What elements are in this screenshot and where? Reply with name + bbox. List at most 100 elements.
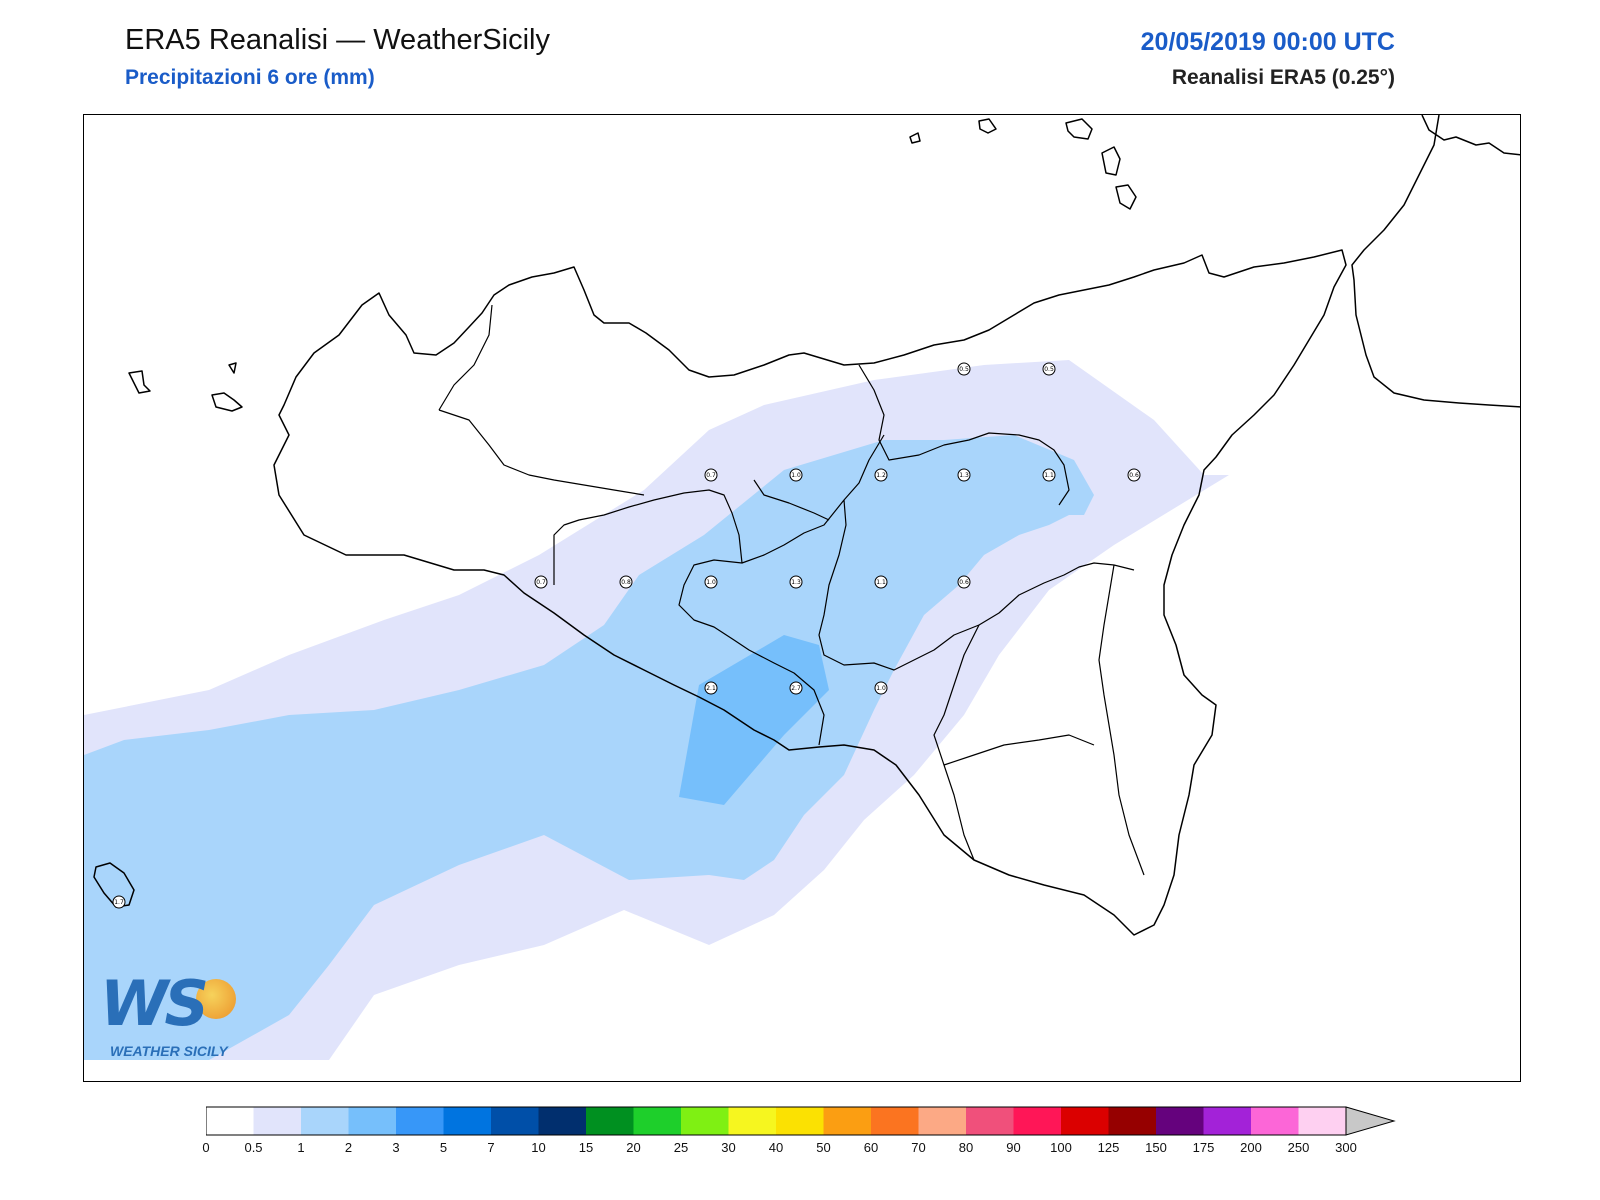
colorbar xyxy=(206,1106,1396,1136)
colorbar-swatch xyxy=(491,1107,539,1135)
valid-datetime: 20/05/2019 00:00 UTC xyxy=(1140,28,1395,56)
colorbar-tick-label: 10 xyxy=(531,1140,546,1155)
station-marker: 1.3 xyxy=(957,468,971,482)
colorbar-tick-label: 1 xyxy=(297,1140,305,1155)
station-circle xyxy=(789,681,803,695)
station-value: 1.1 xyxy=(876,579,886,586)
station-value: 1.1 xyxy=(1044,472,1054,479)
province-border-3 xyxy=(553,489,743,585)
colorbar-tick-label: 25 xyxy=(673,1140,689,1155)
station-marker: 1.1 xyxy=(1042,468,1056,482)
station-marker: 0.5 xyxy=(1042,362,1056,376)
precip-band-1-2 xyxy=(84,435,1094,1060)
colorbar-tick-label: 30 xyxy=(721,1140,736,1155)
station-circle xyxy=(874,575,888,589)
station-circle xyxy=(957,468,971,482)
colorbar-swatch xyxy=(823,1107,871,1135)
colorbar-tick-label: 200 xyxy=(1240,1140,1262,1155)
station-circle xyxy=(112,895,126,909)
province-border-9 xyxy=(438,304,493,411)
station-value: 1.7 xyxy=(114,899,124,906)
station-marker: 2.1 xyxy=(704,681,718,695)
island-west-3 xyxy=(228,362,237,374)
map-variable: Precipitazioni 6 ore (mm) xyxy=(125,66,375,89)
station-circle xyxy=(1127,468,1141,482)
province-border-5 xyxy=(933,624,980,861)
colorbar-tick-label: 100 xyxy=(1050,1140,1072,1155)
province-border-8 xyxy=(438,409,645,496)
station-marker: 1.7 xyxy=(112,895,126,909)
precipitation-map: 0.5 0.5 0.7 1.0 1.2 1.3 1.1 0.6 0.7 0.8 1.0 1.3 1.1 0… xyxy=(83,114,1521,1082)
colorbar-tick-label: 50 xyxy=(816,1140,831,1155)
station-value: 1.0 xyxy=(791,472,801,479)
colorbar-tick-label: 250 xyxy=(1287,1140,1310,1155)
station-value: 0.7 xyxy=(706,472,716,479)
coastline-layer xyxy=(93,115,1520,936)
station-circle xyxy=(957,575,971,589)
station-marker: 1.0 xyxy=(874,681,888,695)
station-value: 0.6 xyxy=(959,579,969,586)
calabria-coastline xyxy=(1421,115,1520,156)
colorbar-swatch xyxy=(348,1107,396,1135)
calabria-coastline-south xyxy=(1351,115,1520,408)
colorbar-tick-label: 175 xyxy=(1192,1140,1215,1155)
colorbar-tick-label: 20 xyxy=(626,1140,641,1155)
colorbar-swatch xyxy=(1013,1107,1061,1135)
station-marker: 0.5 xyxy=(957,362,971,376)
colorbar-frame xyxy=(206,1106,1347,1136)
colorbar-tick-label: 15 xyxy=(578,1140,594,1155)
station-marker: 0.8 xyxy=(619,575,633,589)
data-source: Reanalisi ERA5 (0.25°) xyxy=(1171,66,1395,89)
colorbar-tick-label: 90 xyxy=(1006,1140,1021,1155)
map-canvas: 0.5 0.5 0.7 1.0 1.2 1.3 1.1 0.6 0.7 0.8 1.0 1.3 1.1 0… xyxy=(84,115,1520,1060)
colorbar-tick-label: 80 xyxy=(958,1140,974,1155)
station-value: 1.3 xyxy=(791,579,801,586)
station-marker: 0.7 xyxy=(704,468,718,482)
colorbar-swatch xyxy=(871,1107,919,1135)
station-circle xyxy=(957,362,971,376)
precip-fill-layer xyxy=(84,360,1229,1060)
province-border-1 xyxy=(858,364,1070,506)
station-marker: 1.0 xyxy=(789,468,803,482)
station-value: 0.5 xyxy=(1044,366,1054,373)
colorbar-swatch xyxy=(1298,1107,1346,1135)
logo-text: WEATHER SICILY xyxy=(110,1043,228,1059)
colorbar-tick-label: 0.5 xyxy=(244,1140,263,1155)
colorbar-tick-label: 300 xyxy=(1335,1140,1357,1155)
weathersicily-logo: WS WEATHER SICILY xyxy=(96,967,246,1069)
station-circle xyxy=(704,681,718,695)
station-circle xyxy=(874,468,888,482)
colorbar-tick-label: 0 xyxy=(202,1140,210,1155)
aeolian-island-1 xyxy=(909,132,921,144)
colorbar-tick-label: 125 xyxy=(1097,1140,1120,1155)
province-border-6 xyxy=(1098,564,1145,876)
station-marker: 2.7 xyxy=(789,681,803,695)
colorbar-swatch xyxy=(1203,1107,1251,1135)
station-value: 0.6 xyxy=(1129,472,1139,479)
station-value: 0.5 xyxy=(959,366,969,373)
logo-mark: WS xyxy=(100,967,209,1040)
station-marker: 1.2 xyxy=(874,468,888,482)
station-value: 2.1 xyxy=(706,685,716,692)
station-marker: 0.6 xyxy=(957,575,971,589)
station-circle xyxy=(874,681,888,695)
colorbar-swatch xyxy=(443,1107,491,1135)
colorbar-swatch xyxy=(206,1107,254,1135)
colorbar-swatch xyxy=(1156,1107,1204,1135)
colorbar-extend-arrow xyxy=(1345,1106,1396,1136)
colorbar-swatch xyxy=(538,1107,586,1135)
aeolian-island-3 xyxy=(1065,118,1093,140)
station-circle xyxy=(789,575,803,589)
station-circle xyxy=(534,575,548,589)
station-markers: 0.5 0.5 0.7 1.0 1.2 1.3 1.1 0.6 0.7 0.8 1.0 1.3 1.1 0… xyxy=(112,362,1141,909)
island-west-2 xyxy=(211,392,243,412)
station-circle xyxy=(1042,362,1056,376)
station-value: 0.8 xyxy=(621,579,631,586)
province-border-10 xyxy=(753,479,830,521)
colorbar-swatch xyxy=(776,1107,824,1135)
colorbar-tick-label: 2 xyxy=(344,1140,353,1155)
station-marker: 0.6 xyxy=(1127,468,1141,482)
station-value: 2.7 xyxy=(791,685,801,692)
colorbar-swatch xyxy=(633,1107,681,1135)
colorbar-swatch xyxy=(1108,1107,1156,1135)
